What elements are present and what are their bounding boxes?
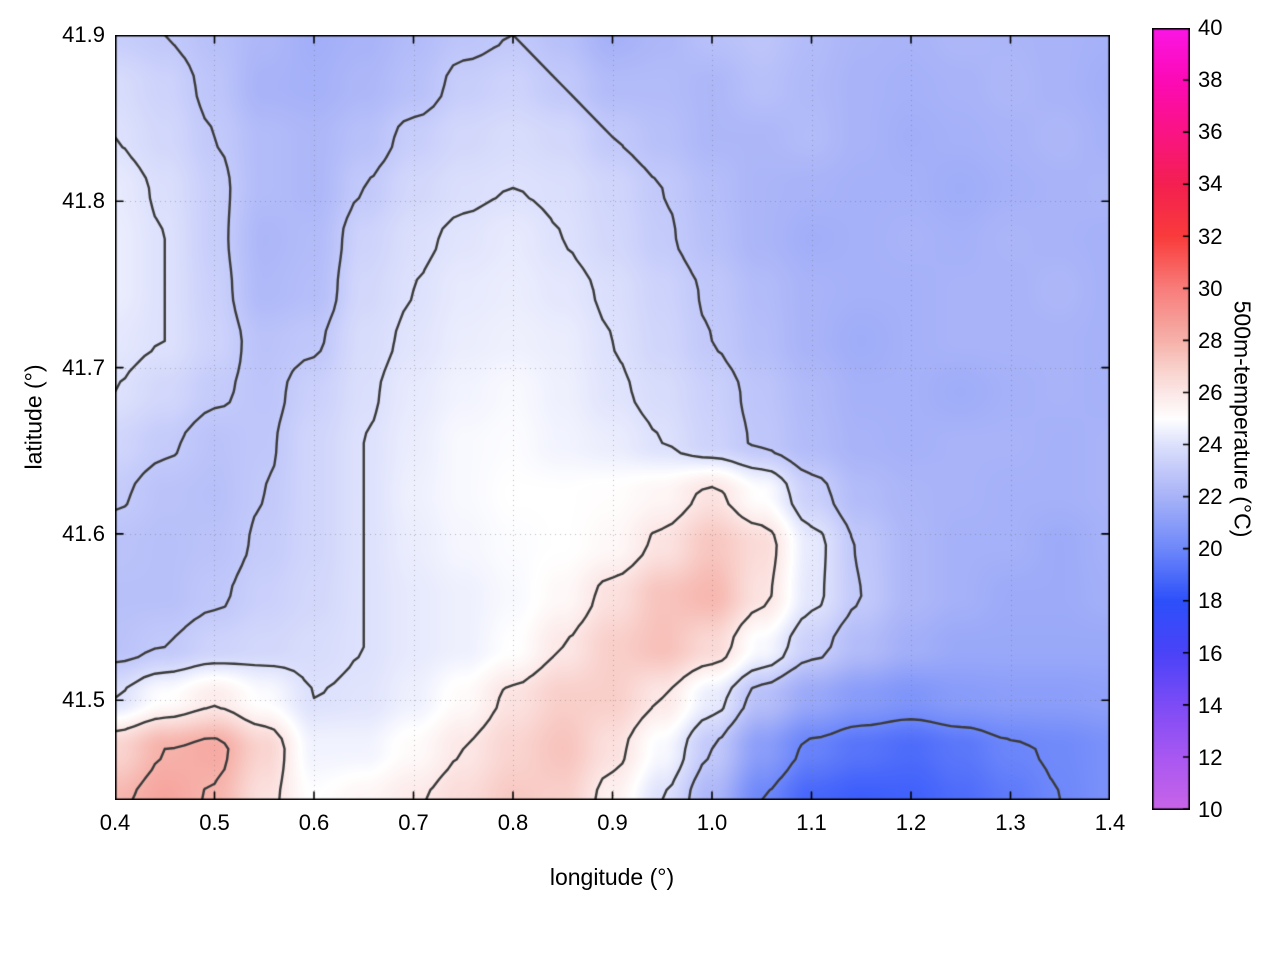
colorbar-label: 500m-temperature (°C) [1229, 300, 1256, 538]
colorbar-tick-label: 36 [1198, 119, 1223, 145]
y-tick-label: 41.8 [62, 188, 105, 214]
colorbar-tick-label: 24 [1198, 432, 1223, 458]
colorbar-canvas [1152, 28, 1190, 810]
colorbar-tick-label: 30 [1198, 275, 1223, 301]
colorbar-tick-label: 20 [1198, 536, 1223, 562]
y-tick-label: 41.7 [62, 354, 105, 380]
x-tick-label: 0.4 [99, 810, 131, 835]
x-tick-label: 0.8 [497, 810, 529, 835]
colorbar-tick-label: 34 [1198, 171, 1223, 197]
colorbar-tick-label: 10 [1198, 797, 1223, 822]
colorbar-tick-label: 12 [1198, 744, 1223, 770]
colorbar-tick-label: 26 [1198, 379, 1223, 405]
y-tick-label: 41.5 [62, 687, 105, 713]
x-tick-label: 0.7 [398, 810, 429, 835]
x-tick-label: 0.5 [199, 810, 230, 835]
heatmap-canvas [115, 35, 1110, 800]
x-tick-label: 1.4 [1094, 810, 1126, 835]
x-tick-label: 1.0 [696, 810, 728, 835]
x-tick-label: 0.6 [298, 810, 330, 835]
colorbar-tick-label: 22 [1198, 484, 1223, 510]
x-tick-label: 1.3 [995, 810, 1026, 835]
y-tick-label: 41.6 [62, 520, 105, 546]
x-axis-label: longitude (°) [549, 864, 675, 890]
x-tick-label: 1.2 [895, 810, 927, 835]
y-axis-label: latitude (°) [20, 364, 47, 470]
y-tick-label: 41.9 [62, 22, 105, 47]
colorbar-tick-label: 38 [1198, 67, 1223, 93]
x-tick-label: 0.9 [597, 810, 628, 835]
colorbar-tick-label: 14 [1198, 692, 1223, 718]
colorbar-tick-label: 16 [1198, 640, 1223, 666]
x-tick-label: 1.1 [796, 810, 827, 835]
colorbar-tick-label: 18 [1198, 588, 1223, 614]
colorbar-tick-label: 40 [1198, 15, 1223, 40]
colorbar-tick-label: 32 [1198, 223, 1223, 249]
colorbar-tick-label: 28 [1198, 327, 1223, 353]
